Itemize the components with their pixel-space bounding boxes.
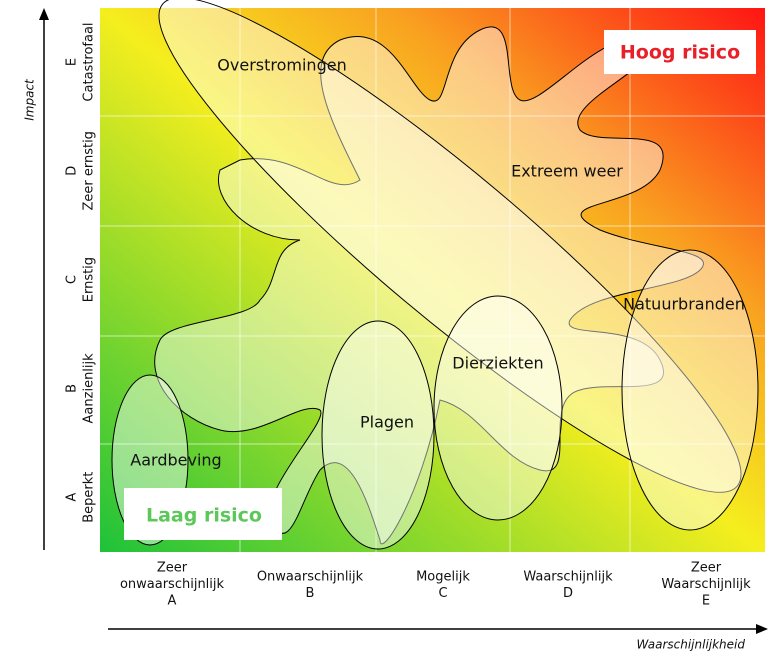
likelihood-label: C: [438, 586, 447, 601]
likelihood-label: A: [168, 594, 177, 609]
impact-label: Ernstig: [82, 257, 97, 302]
impact-label: Catastrofaal: [82, 22, 97, 101]
likelihood-label: Waarschijnlijk: [661, 577, 751, 592]
impact-label: Aanzienlijk: [82, 353, 97, 424]
y-axis-title: Impact: [23, 78, 37, 121]
plagues-shape: [321, 320, 435, 550]
impact-letter: D: [65, 166, 80, 176]
likelihood-label: Zeer: [157, 561, 188, 576]
y-axis: Impact: [23, 8, 49, 550]
likelihood-label: Zeer: [691, 561, 722, 576]
flood-shape: [158, 0, 742, 493]
low-risk-label: Laag risico: [146, 505, 262, 527]
extreme-weather-shape: [154, 26, 704, 545]
impact-letter: C: [65, 275, 80, 284]
risk-label: Plagen: [360, 413, 414, 432]
animal-disease-shape: [433, 295, 563, 521]
high-risk-label: Hoog risico: [620, 42, 740, 64]
likelihood-label: D: [563, 586, 573, 601]
impact-letter: B: [65, 384, 80, 393]
likelihood-label: Onwaarschijnlijk: [257, 570, 364, 585]
likelihood-label: Mogelijk: [416, 570, 470, 585]
risk-label: Overstromingen: [217, 56, 346, 75]
impact-letter: E: [65, 58, 80, 66]
likelihood-label: onwaarschijnlijk: [120, 577, 225, 592]
wildfire-shape: [621, 249, 759, 531]
low-risk-box: [124, 488, 282, 540]
risk-label: Dierziekten: [452, 354, 543, 373]
likelihood-label: Waarschijnlijk: [523, 570, 613, 585]
risk-label: Aardbeving: [130, 451, 221, 470]
high-risk-box: [604, 30, 756, 74]
impact-label: Zeer ernstig: [82, 131, 97, 210]
likelihood-label: E: [702, 594, 710, 609]
likelihood-label: B: [306, 586, 315, 601]
x-axis-title: Waarschijnlijkheid: [637, 638, 746, 652]
risk-label: Natuurbranden: [623, 295, 745, 314]
risk-label: Extreem weer: [511, 162, 623, 181]
x-axis: Waarschijnlijkheid: [108, 624, 768, 652]
impact-letter: A: [65, 493, 80, 502]
grid: [100, 8, 765, 552]
impact-label: Beperkt: [82, 472, 97, 523]
